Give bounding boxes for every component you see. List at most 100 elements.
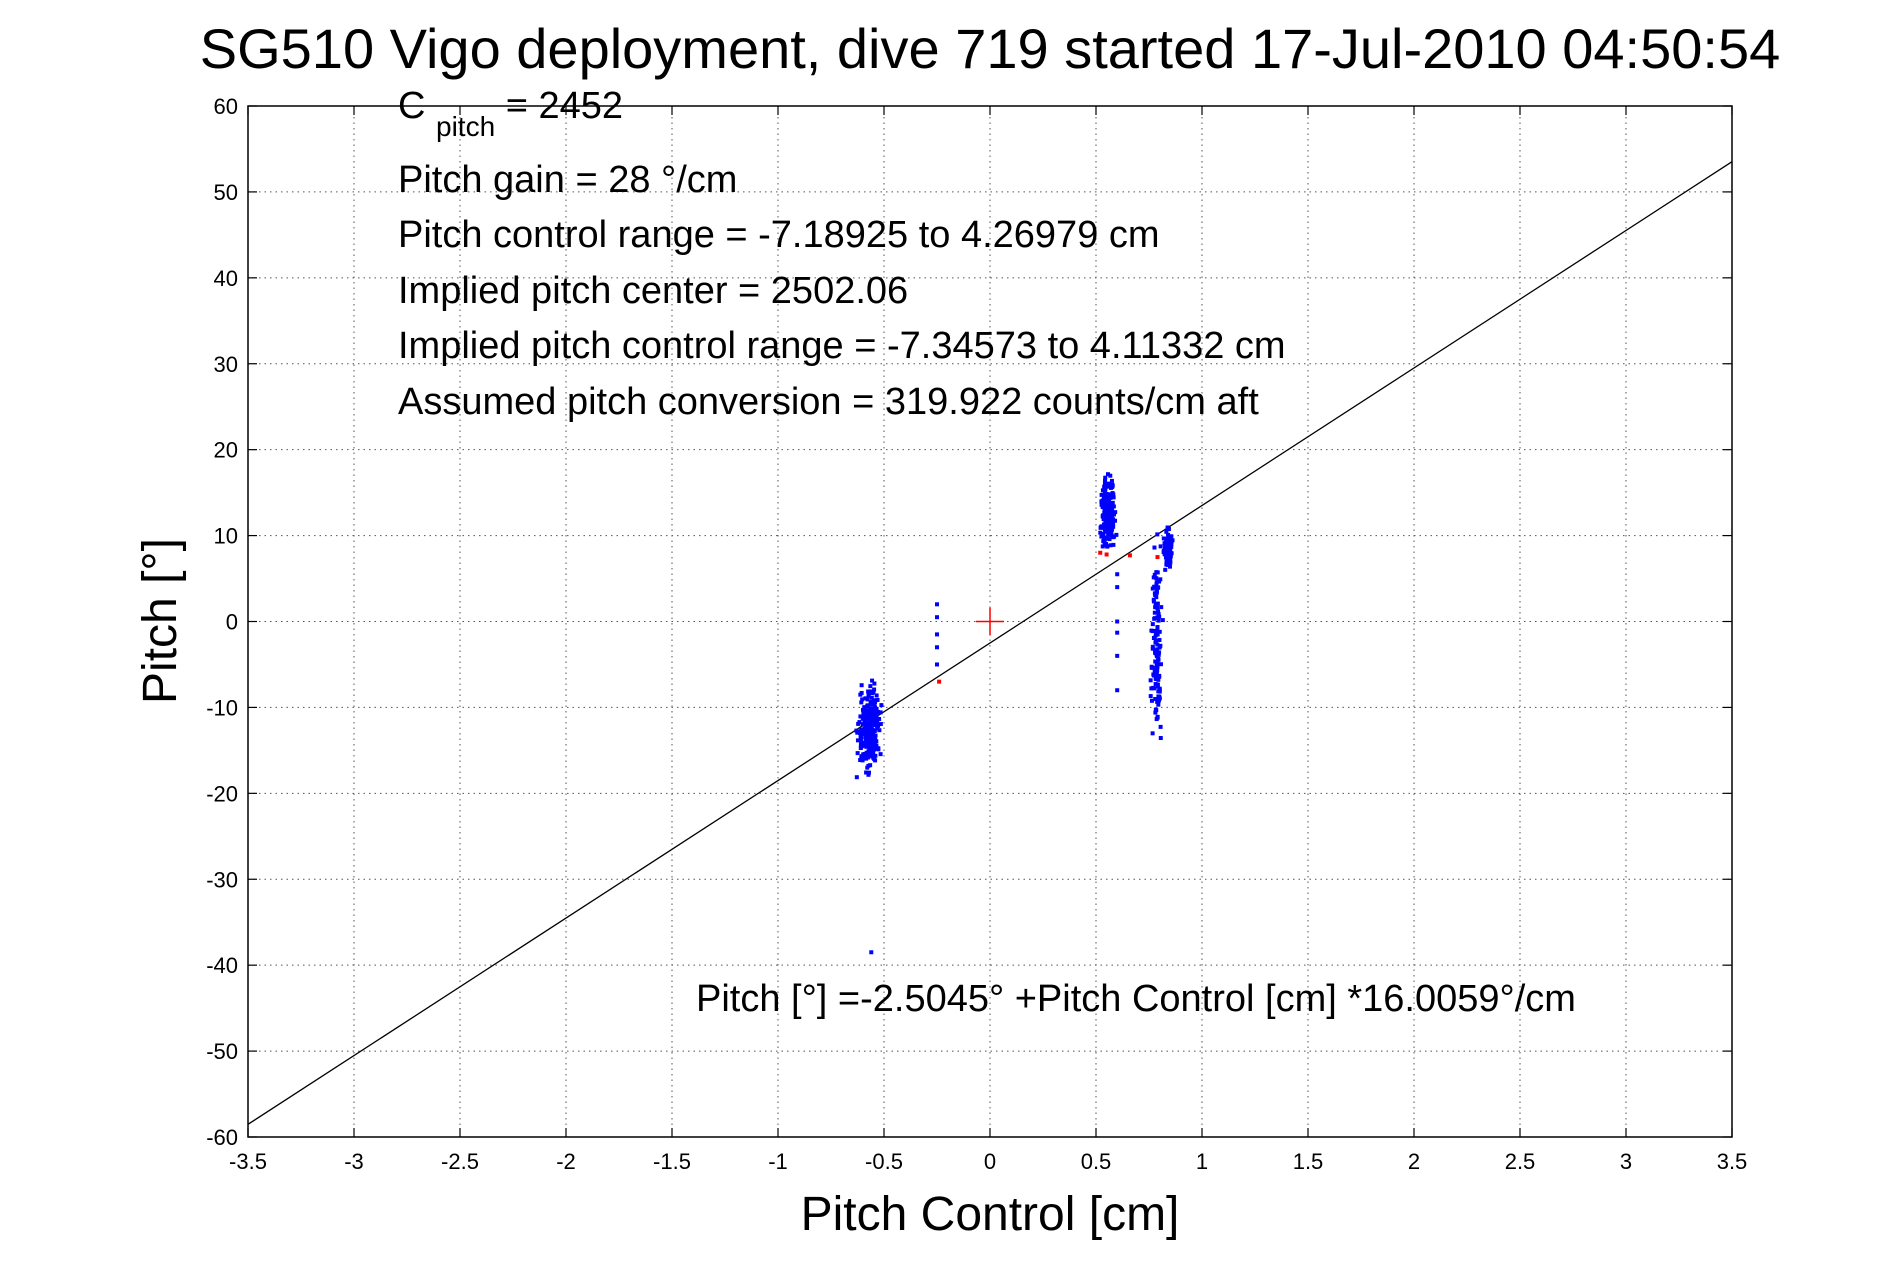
- data-point: [859, 727, 864, 732]
- x-tick-label: 2: [1408, 1149, 1420, 1174]
- data-point: [869, 707, 874, 712]
- data-point: [879, 703, 884, 708]
- data-point: [1106, 492, 1111, 497]
- data-point: [1164, 554, 1169, 559]
- x-tick-label: -1: [768, 1149, 788, 1174]
- data-point: [1155, 715, 1160, 720]
- data-point: [1108, 473, 1113, 478]
- data-point: [858, 714, 863, 719]
- data-point: [1157, 629, 1162, 634]
- data-point: [1154, 595, 1159, 600]
- data-point: [1109, 527, 1114, 532]
- chart-title: SG510 Vigo deployment, dive 719 started …: [200, 17, 1781, 80]
- data-point: [1105, 544, 1110, 549]
- data-point: [875, 726, 880, 731]
- data-point: [1100, 500, 1105, 505]
- data-point: [870, 678, 875, 683]
- data-point: [1104, 493, 1109, 498]
- y-tick-label: -10: [206, 695, 238, 720]
- data-point: [1150, 731, 1155, 736]
- data-point: [863, 696, 868, 701]
- data-point: [872, 687, 877, 692]
- x-tick-label: 2.5: [1505, 1149, 1536, 1174]
- data-point: [861, 732, 866, 737]
- y-tick-label: -40: [206, 953, 238, 978]
- data-point: [1161, 536, 1166, 541]
- data-point: [1166, 551, 1171, 556]
- data-point: [873, 733, 878, 738]
- data-point: [1154, 580, 1159, 585]
- x-tick-label: 0: [984, 1149, 996, 1174]
- data-point: [1150, 586, 1155, 591]
- data-points-layer: [854, 472, 1175, 955]
- data-point: [1154, 654, 1159, 659]
- data-point: [1108, 495, 1113, 500]
- data-point: [878, 752, 883, 757]
- data-point: [1105, 536, 1110, 541]
- data-point: [859, 736, 864, 741]
- data-point: [866, 770, 871, 775]
- data-point: [867, 731, 872, 736]
- data-point: [1149, 698, 1154, 703]
- data-point: [1155, 682, 1160, 687]
- data-point: [1103, 502, 1108, 507]
- data-point: [1103, 483, 1108, 488]
- data-point: [1154, 587, 1159, 592]
- data-point: [870, 737, 875, 742]
- data-point: [877, 717, 882, 722]
- data-point: [874, 693, 879, 698]
- data-point: [858, 758, 863, 763]
- data-point: [1100, 505, 1105, 510]
- data-point: [1155, 570, 1160, 575]
- data-point: [1113, 510, 1118, 515]
- data-point: [1152, 616, 1157, 621]
- y-tick-label: 0: [226, 610, 238, 635]
- data-point: [1164, 536, 1169, 541]
- data-point: [1111, 521, 1116, 526]
- data-point: [1154, 671, 1159, 676]
- data-point: [1156, 585, 1161, 590]
- data-point: [1153, 696, 1158, 701]
- data-point: [865, 739, 870, 744]
- data-point: [1155, 642, 1160, 647]
- c-pitch-subscript: pitch: [436, 111, 495, 142]
- data-point: [1157, 650, 1162, 655]
- data-point: [872, 681, 877, 686]
- data-point: [1108, 543, 1113, 548]
- data-point: [871, 698, 876, 703]
- flagged-point: [1127, 553, 1132, 558]
- data-point: [875, 697, 880, 702]
- data-point: [873, 706, 878, 711]
- data-point: [1156, 609, 1161, 614]
- data-point: [855, 730, 860, 735]
- data-point: [1156, 618, 1161, 623]
- data-point: [864, 731, 869, 736]
- data-point: [1149, 664, 1154, 669]
- data-point: [1111, 504, 1116, 509]
- x-tick-label: 3.5: [1717, 1149, 1748, 1174]
- x-tick-label: -3.5: [229, 1149, 267, 1174]
- data-point: [1164, 529, 1169, 534]
- x-tick-label: 1.5: [1293, 1149, 1324, 1174]
- assumed-pitch-conversion-annotation: Assumed pitch conversion = 319.922 count…: [398, 381, 1259, 423]
- data-point: [1107, 530, 1112, 535]
- data-point: [859, 740, 864, 745]
- data-point: [1110, 482, 1115, 487]
- data-point: [877, 728, 882, 733]
- data-point: [1115, 585, 1120, 590]
- data-point: [861, 728, 866, 733]
- data-point: [1107, 537, 1112, 542]
- data-point: [1108, 511, 1113, 516]
- data-point: [1099, 534, 1104, 539]
- data-point: [1153, 633, 1158, 638]
- data-point: [1164, 543, 1169, 548]
- y-tick-label: 60: [214, 94, 238, 119]
- data-point: [1158, 643, 1163, 648]
- data-point: [1101, 517, 1106, 522]
- data-point: [864, 744, 869, 749]
- data-point: [856, 721, 861, 726]
- data-point: [865, 709, 870, 714]
- data-point: [866, 693, 871, 698]
- c-pitch-value: = 2452: [506, 85, 623, 127]
- data-point: [1107, 523, 1112, 528]
